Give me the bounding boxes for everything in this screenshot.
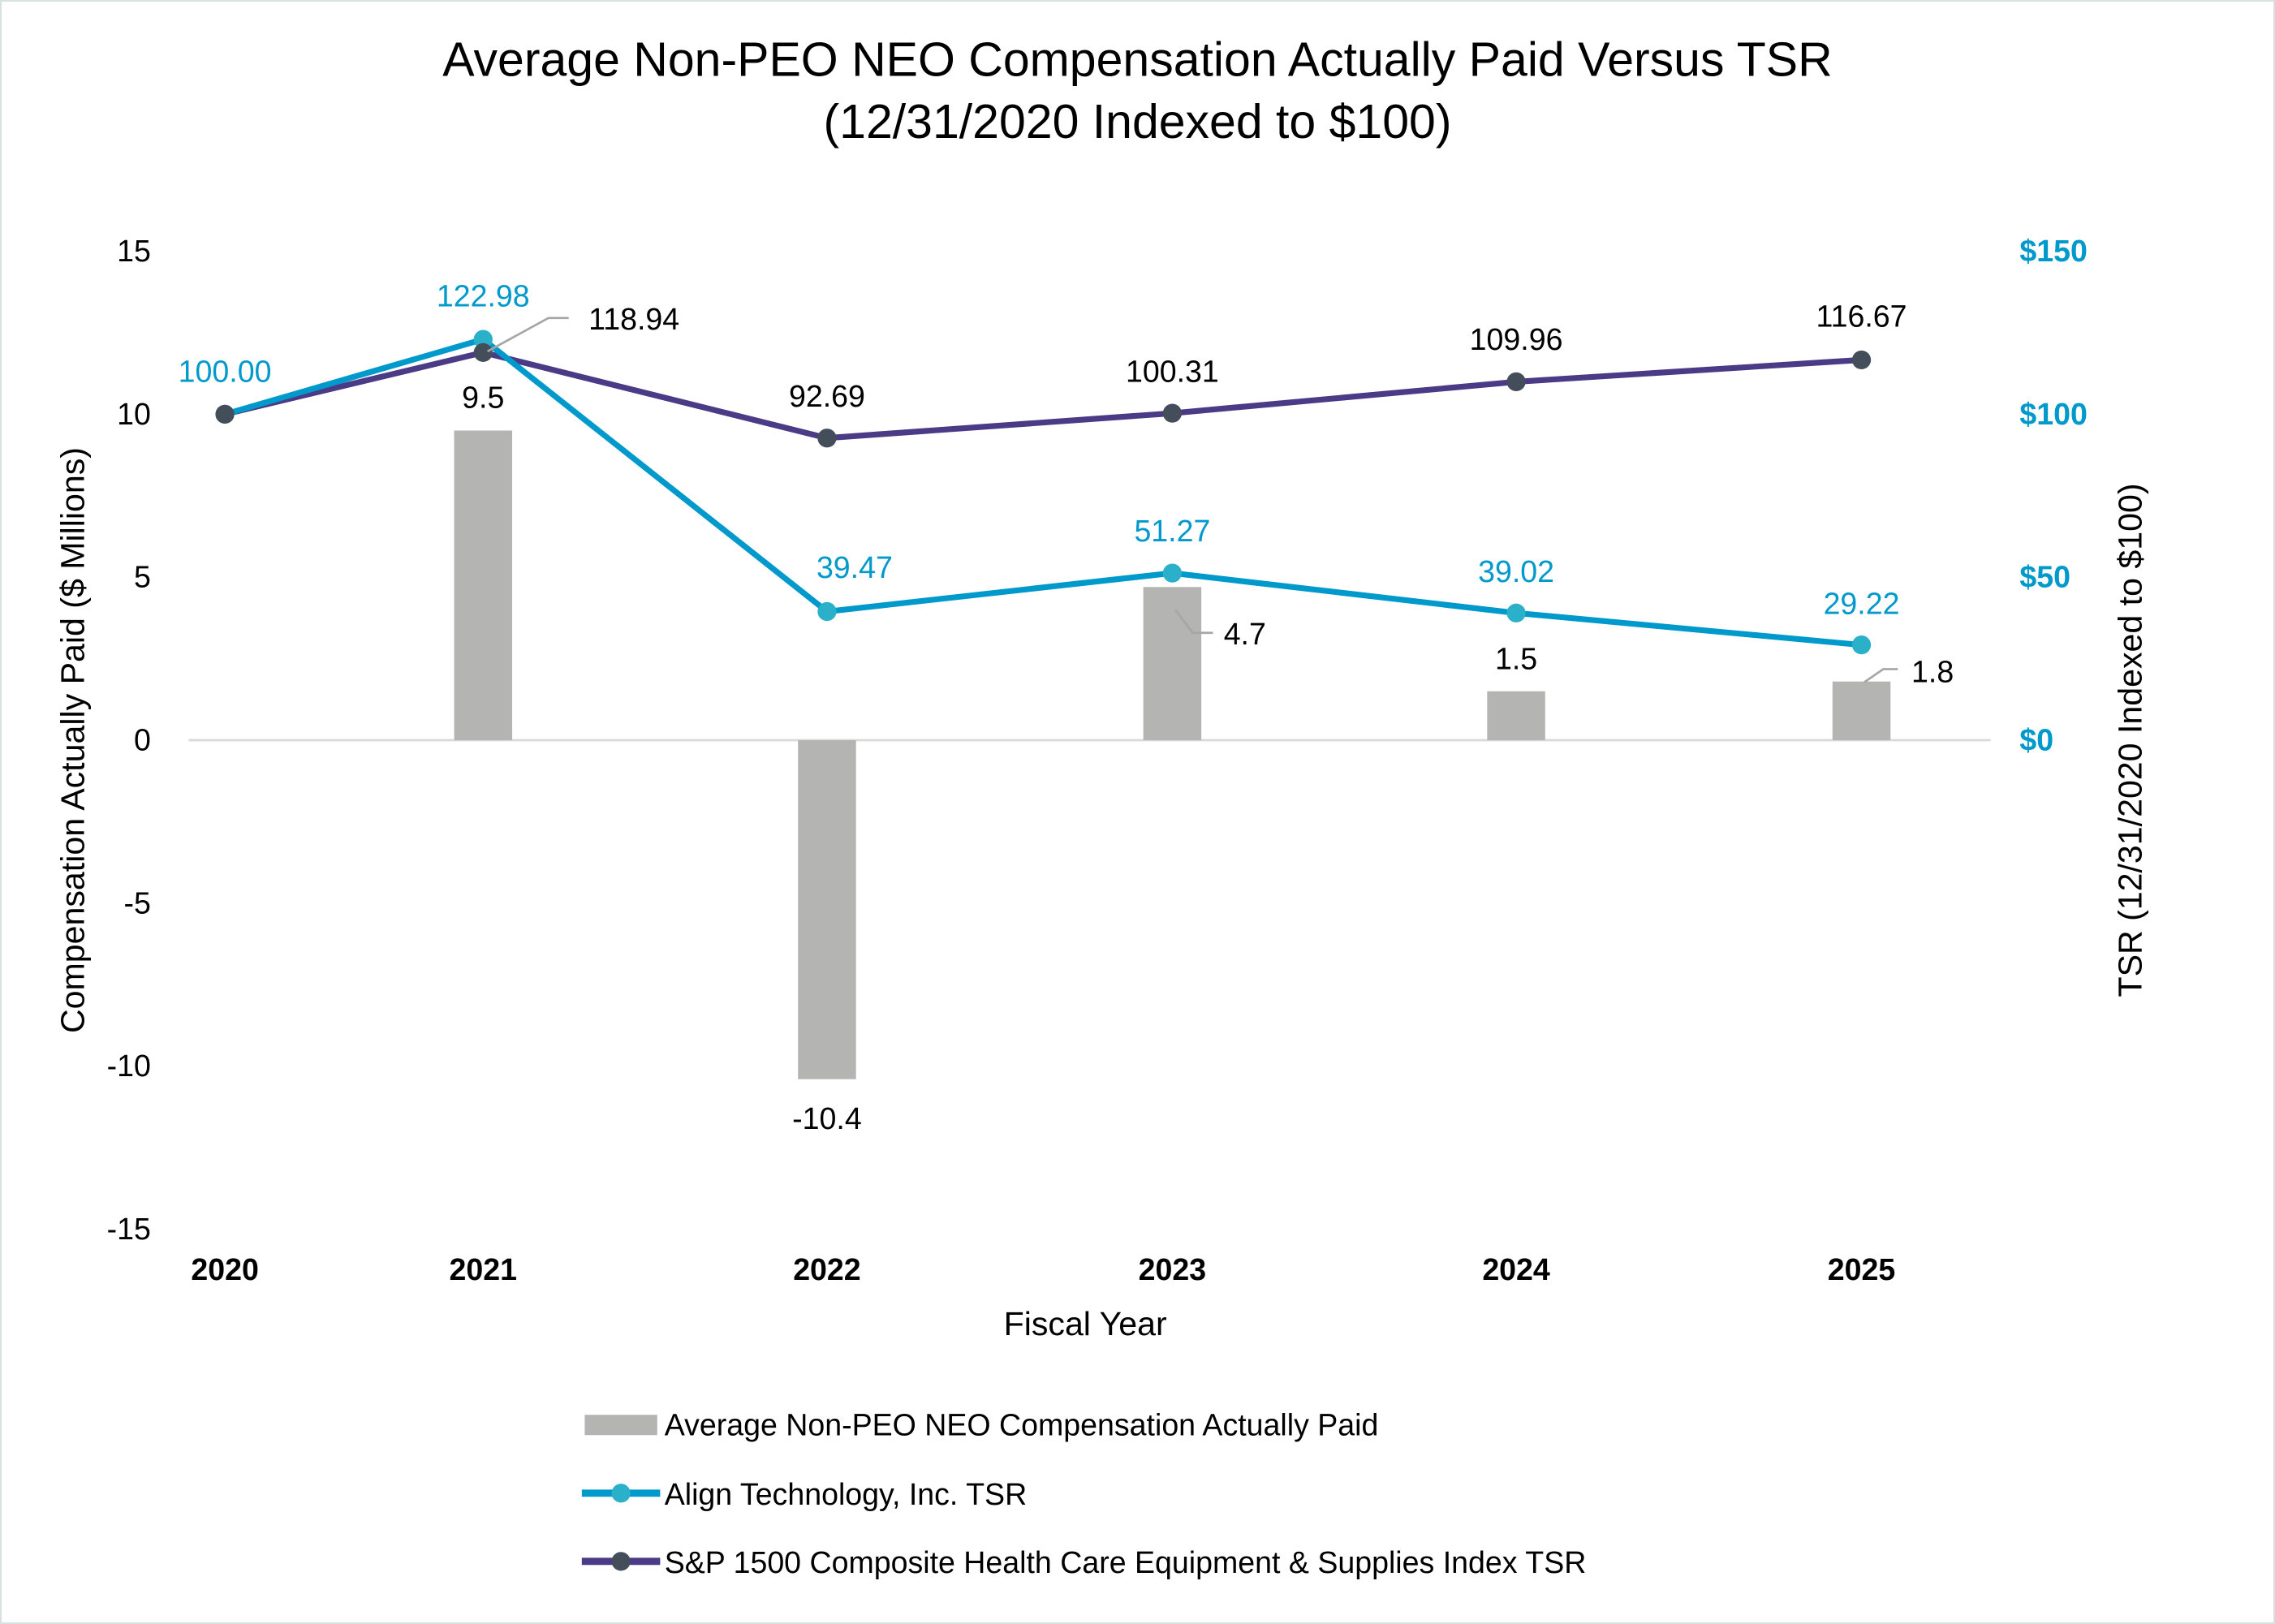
y-tick-label: 5	[134, 560, 151, 594]
x-tick-label: 2022	[793, 1252, 861, 1286]
align-data-label: 39.02	[1478, 554, 1554, 588]
y-tick-label: 10	[117, 397, 151, 431]
x-tick-label: 2023	[1139, 1252, 1207, 1286]
y2-tick-label: $0	[2019, 723, 2053, 757]
sp1500-tsr-point-2024	[1506, 372, 1526, 392]
bar-data-label: 9.5	[462, 381, 504, 415]
bar-data-label: -10.4	[792, 1101, 862, 1135]
chart-subtitle: (12/31/2020 Indexed to $100)	[824, 95, 1452, 149]
legend-label: Align Technology, Inc. TSR	[665, 1477, 1027, 1511]
chart-title: Average Non-PEO NEO Compensation Actuall…	[442, 32, 1832, 86]
legend-marker-swatch	[611, 1552, 631, 1571]
sp1500-tsr-line	[224, 349, 1862, 442]
align-tsr-point-2022	[817, 601, 837, 622]
sp1500-data-label: 118.94	[588, 302, 679, 336]
y-tick-label: 0	[134, 723, 151, 757]
bar-2021	[454, 430, 513, 741]
y-tick-label: -15	[107, 1212, 151, 1246]
align-data-label: 29.22	[1824, 586, 1900, 620]
leader-line	[1864, 668, 1898, 683]
y-tick-label: 15	[117, 234, 151, 268]
y2-tick-label: $100	[2019, 397, 2088, 431]
x-tick-label: 2020	[191, 1252, 259, 1286]
align-tsr-point-2021	[473, 330, 493, 349]
bar-2024	[1487, 691, 1545, 741]
align-tsr-point-2024	[1506, 603, 1526, 622]
x-tick-label: 2021	[450, 1252, 518, 1286]
x-axis-label: Fiscal Year	[1004, 1305, 1167, 1342]
legend-bar-swatch	[584, 1415, 657, 1436]
align-data-label: 39.47	[817, 550, 893, 584]
y2-tick-label: $50	[2019, 560, 2070, 594]
bar-data-label: 4.7	[1224, 617, 1266, 651]
bar-2023	[1143, 587, 1202, 741]
leader-line	[486, 317, 569, 353]
legend: Average Non-PEO NEO Compensation Actuall…	[581, 1407, 1587, 1579]
sp1500-data-label: 116.67	[1816, 299, 1907, 334]
y-tick-label: -5	[124, 885, 151, 920]
align-data-label: 100.00	[179, 354, 272, 388]
sp1500-tsr-point-2020	[215, 404, 235, 424]
sp1500-data-label: 109.96	[1470, 322, 1563, 356]
legend-marker-swatch	[611, 1484, 631, 1503]
bar-2022	[798, 740, 856, 1079]
sp1500-tsr-point-2025	[1851, 350, 1872, 370]
bar-data-label: 1.5	[1495, 641, 1537, 675]
y2-axis-label: TSR (12/31/2020 Indexed to $100)	[2112, 483, 2149, 997]
align-tsr-point-2023	[1162, 563, 1183, 583]
sp1500-tsr-point-2023	[1162, 403, 1183, 423]
y-tick-label: -10	[107, 1049, 151, 1083]
sp1500-data-label: 100.31	[1126, 354, 1219, 388]
sp1500-tsr-point-2021	[473, 342, 493, 362]
y2-tick-label: $150	[2019, 234, 2088, 268]
leader-line	[1174, 609, 1213, 635]
x-tick-label: 2025	[1828, 1252, 1896, 1286]
legend-label: Average Non-PEO NEO Compensation Actuall…	[665, 1407, 1379, 1441]
align-tsr-point-2025	[1851, 635, 1872, 655]
y-axis-label: Compensation Actually Paid ($ Millions)	[54, 447, 92, 1033]
align-tsr-line	[224, 336, 1862, 648]
sp1500-data-label: 92.69	[789, 379, 865, 413]
bar-data-label: 1.8	[1911, 655, 1954, 689]
sp1500-tsr-point-2022	[817, 429, 837, 448]
bar-2025	[1832, 681, 1891, 741]
align-data-label: 51.27	[1134, 514, 1210, 548]
legend-label: S&P 1500 Composite Health Care Equipment…	[665, 1545, 1587, 1579]
x-tick-label: 2024	[1482, 1252, 1550, 1286]
align-data-label: 122.98	[437, 279, 530, 313]
